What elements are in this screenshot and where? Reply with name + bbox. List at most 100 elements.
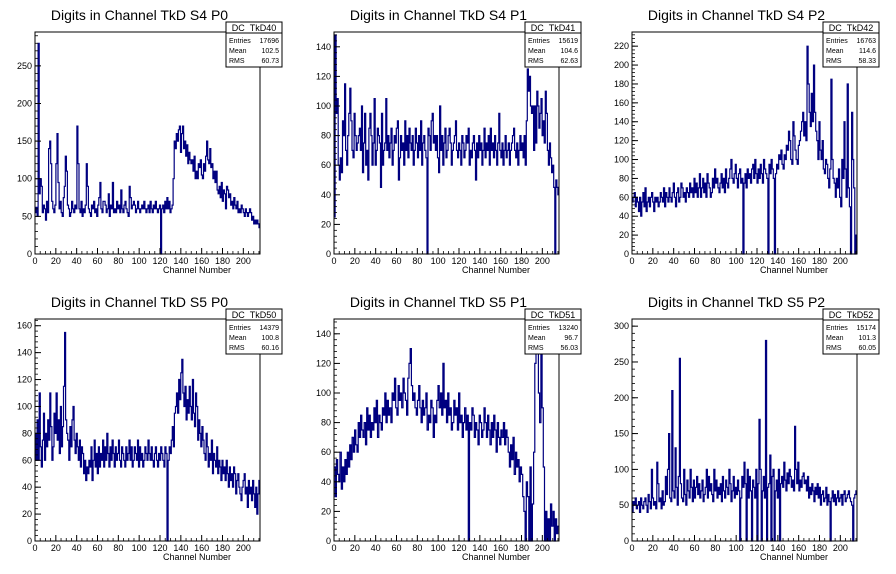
stats-box: DC_TkD41 Entries 15619 Mean 104.6 RMS 62.63 [524, 21, 582, 68]
panel-title: Digits in Channel TkD S5 P2 [648, 294, 825, 310]
x-tick-label: 60 [92, 543, 102, 553]
x-tick-label: 120 [749, 543, 764, 553]
panel-title: Digits in Channel TkD S4 P2 [648, 7, 825, 23]
y-tick-label: 100 [17, 401, 32, 411]
x-tick-label: 40 [72, 256, 82, 266]
y-tick-label: 80 [619, 173, 629, 183]
stats-value-rms: 60.05 [858, 345, 876, 352]
plot-frame [631, 318, 858, 542]
histogram-panel-2: Digits in Channel TkD S4 P2 0 20 40 60 80 100 1… [614, 7, 880, 275]
stats-name: DC_TkD50 [232, 310, 277, 320]
x-tick-label: 200 [535, 543, 550, 553]
x-tick-label: 100 [431, 256, 446, 266]
x-tick-label: 0 [629, 543, 634, 553]
y-tick-label: 120 [316, 71, 331, 81]
x-tick-label: 100 [431, 543, 446, 553]
stats-value-entries: 14379 [260, 325, 280, 332]
x-tick-label: 20 [51, 543, 61, 553]
y-tick-label: 120 [316, 358, 331, 368]
y-tick-label: 20 [22, 509, 32, 519]
y-tick-label: 100 [316, 388, 331, 398]
x-tick-label: 0 [629, 256, 634, 266]
stats-box-frame [225, 308, 283, 355]
y-tick-label: 220 [614, 41, 629, 51]
stats-value-entries: 16763 [857, 38, 877, 45]
stats-label-entries: Entries [826, 325, 848, 332]
plot-frame [631, 31, 858, 255]
stats-value-entries: 13240 [559, 325, 579, 332]
y-tick-label: 250 [17, 61, 32, 71]
histogram-series [334, 34, 559, 255]
stats-label-mean: Mean [826, 48, 844, 55]
y-tick-label: 40 [321, 190, 331, 200]
stats-name: DC_TkD40 [232, 23, 277, 33]
y-tick-label: 0 [624, 536, 629, 546]
stats-value-mean: 114.6 [859, 48, 876, 55]
x-tick-label: 160 [194, 256, 209, 266]
stats-box-frame [524, 308, 582, 355]
x-tick-label: 180 [812, 256, 827, 266]
stats-label-entries: Entries [826, 38, 848, 45]
x-tick-label: 20 [648, 256, 658, 266]
y-tick-label: 180 [614, 79, 629, 89]
y-tick-label: 20 [321, 506, 331, 516]
y-tick-label: 160 [17, 321, 32, 331]
stats-name: DC_TkD41 [531, 23, 576, 33]
y-tick-label: 140 [614, 117, 629, 127]
x-tick-label: 180 [215, 543, 230, 553]
x-tick-label: 160 [493, 543, 508, 553]
y-tick-label: 0 [326, 536, 331, 546]
stats-box-frame [822, 21, 880, 68]
y-tick-label: 40 [321, 477, 331, 487]
y-tick-label: 140 [17, 348, 32, 358]
stats-box: DC_TkD40 Entries 17696 Mean 102.5 RMS 60.73 [225, 21, 283, 68]
x-tick-label: 60 [391, 543, 401, 553]
x-tick-label: 140 [173, 543, 188, 553]
y-tick-label: 50 [619, 500, 629, 510]
plot-frame [34, 318, 261, 542]
stats-label-rms: RMS [229, 58, 245, 65]
x-tick-label: 40 [371, 256, 381, 266]
x-tick-label: 200 [236, 543, 251, 553]
x-tick-label: 60 [689, 256, 699, 266]
histogram-series [35, 331, 260, 542]
stats-label-entries: Entries [229, 38, 251, 45]
panel-title: Digits in Channel TkD S4 P1 [350, 7, 527, 23]
stats-name: DC_TkD52 [829, 310, 874, 320]
y-tick-label: 0 [624, 249, 629, 259]
stats-value-entries: 15619 [559, 38, 579, 45]
y-tick-label: 80 [321, 131, 331, 141]
x-tick-label: 160 [791, 543, 806, 553]
stats-label-rms: RMS [528, 345, 544, 352]
x-tick-label: 120 [749, 256, 764, 266]
y-tick-label: 150 [17, 136, 32, 146]
x-tick-label: 0 [331, 256, 336, 266]
y-tick-label: 20 [619, 230, 629, 240]
y-tick-label: 100 [316, 101, 331, 111]
x-tick-label: 160 [194, 543, 209, 553]
stats-value-mean: 96.7 [564, 335, 578, 342]
y-tick-label: 100 [17, 174, 32, 184]
x-tick-label: 180 [812, 543, 827, 553]
stats-value-rms: 60.73 [261, 58, 279, 65]
y-tick-label: 100 [614, 464, 629, 474]
y-tick-label: 100 [614, 155, 629, 165]
panel-title: Digits in Channel TkD S5 P0 [51, 294, 228, 310]
plot-frame [333, 31, 560, 255]
y-tick-label: 50 [22, 211, 32, 221]
x-tick-label: 80 [412, 256, 422, 266]
x-tick-label: 140 [770, 256, 785, 266]
x-tick-label: 20 [51, 256, 61, 266]
stats-label-entries: Entries [528, 38, 550, 45]
stats-label-mean: Mean [528, 335, 546, 342]
stats-value-mean: 100.8 [261, 335, 279, 342]
y-tick-label: 20 [321, 219, 331, 229]
x-tick-label: 140 [472, 256, 487, 266]
stats-label-rms: RMS [229, 345, 245, 352]
y-tick-label: 250 [614, 357, 629, 367]
x-tick-label: 140 [472, 543, 487, 553]
histogram-panel-3: Digits in Channel TkD S5 P0 0 20 40 60 80 100 1… [17, 294, 283, 562]
x-axis-label: Channel Number [462, 552, 530, 562]
x-tick-label: 80 [412, 543, 422, 553]
stats-name: DC_TkD42 [829, 23, 874, 33]
